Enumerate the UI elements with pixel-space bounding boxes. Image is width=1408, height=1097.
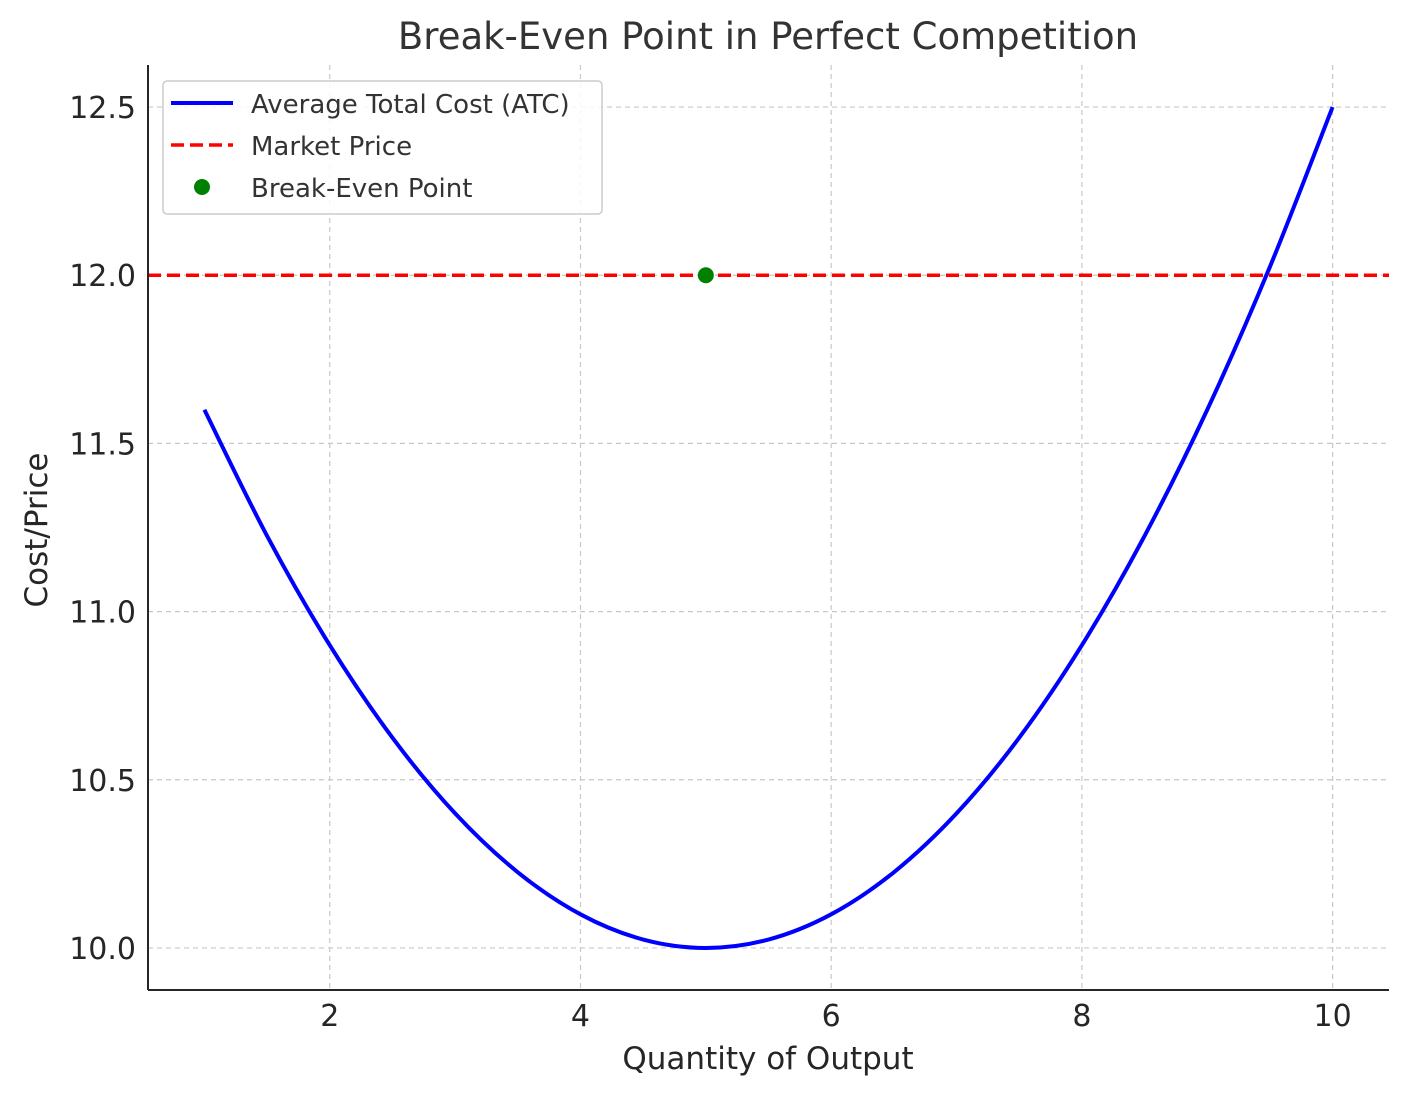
x-tick-label: 2 <box>320 999 339 1034</box>
y-tick-label: 10.0 <box>69 932 136 967</box>
x-tick-label: 8 <box>1072 999 1091 1034</box>
break-even-point-marker <box>697 267 714 284</box>
y-axis-label: Cost/Price <box>19 453 55 608</box>
legend: Average Total Cost (ATC) Market Price Br… <box>162 80 603 215</box>
legend-box <box>162 80 603 215</box>
legend-swatch-break-even-point <box>194 179 210 195</box>
plot-series <box>148 106 1389 950</box>
x-tick-label: 4 <box>571 999 590 1034</box>
y-tick-label: 12.5 <box>69 91 136 126</box>
y-tick-label: 10.5 <box>69 764 136 799</box>
atc-curve <box>202 106 1335 950</box>
x-tick-label: 6 <box>822 999 841 1034</box>
ticks: 2 4 6 8 10 10.0 10.5 11.0 11.5 12.0 12.5 <box>69 91 1351 1034</box>
y-tick-label: 11.5 <box>69 427 136 462</box>
chart-title: Break-Even Point in Perfect Competition <box>398 15 1138 58</box>
y-tick-label: 12.0 <box>69 259 136 294</box>
legend-label-market-price: Market Price <box>251 132 412 162</box>
x-tick-label: 10 <box>1313 999 1351 1034</box>
y-tick-label: 11.0 <box>69 596 136 631</box>
legend-label-break-even-point: Break-Even Point <box>251 174 472 204</box>
axes <box>147 65 1389 991</box>
grid <box>148 65 1389 990</box>
legend-label-atc: Average Total Cost (ATC) <box>251 90 570 120</box>
x-axis-label: Quantity of Output <box>622 1041 913 1077</box>
